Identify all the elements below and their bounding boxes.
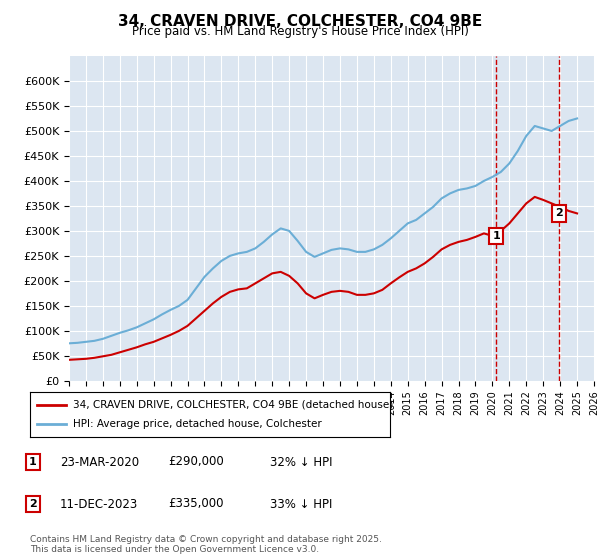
Text: 2: 2: [29, 499, 37, 509]
Text: 2: 2: [556, 208, 563, 218]
Text: 1: 1: [492, 231, 500, 241]
Text: HPI: Average price, detached house, Colchester: HPI: Average price, detached house, Colc…: [73, 419, 322, 430]
Text: 23-MAR-2020: 23-MAR-2020: [60, 455, 139, 469]
Text: Contains HM Land Registry data © Crown copyright and database right 2025.
This d: Contains HM Land Registry data © Crown c…: [30, 535, 382, 554]
Text: Price paid vs. HM Land Registry's House Price Index (HPI): Price paid vs. HM Land Registry's House …: [131, 25, 469, 38]
Text: 34, CRAVEN DRIVE, COLCHESTER, CO4 9BE (detached house): 34, CRAVEN DRIVE, COLCHESTER, CO4 9BE (d…: [73, 399, 394, 409]
Text: 32% ↓ HPI: 32% ↓ HPI: [270, 455, 332, 469]
Text: 34, CRAVEN DRIVE, COLCHESTER, CO4 9BE: 34, CRAVEN DRIVE, COLCHESTER, CO4 9BE: [118, 14, 482, 29]
Text: £290,000: £290,000: [168, 455, 224, 469]
Text: 1: 1: [29, 457, 37, 467]
Text: £335,000: £335,000: [168, 497, 224, 511]
Text: 33% ↓ HPI: 33% ↓ HPI: [270, 497, 332, 511]
Text: 11-DEC-2023: 11-DEC-2023: [60, 497, 138, 511]
